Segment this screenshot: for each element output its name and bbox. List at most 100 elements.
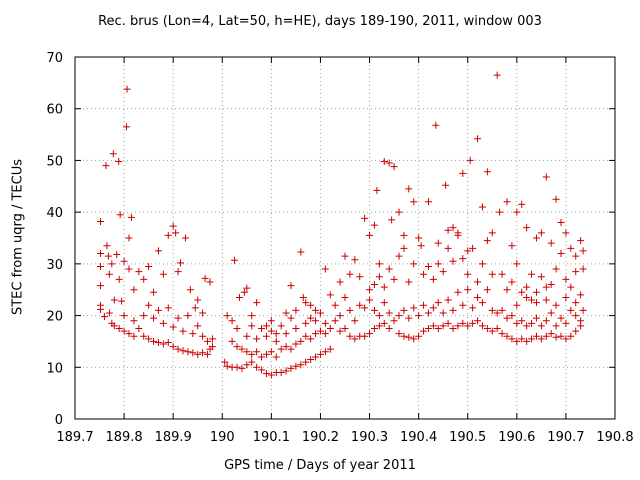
- data-point: [164, 304, 172, 312]
- data-point: [312, 306, 320, 314]
- data-point: [105, 270, 113, 278]
- data-point: [97, 250, 105, 258]
- data-point: [326, 325, 334, 332]
- data-point: [537, 335, 545, 343]
- data-point: [567, 306, 575, 314]
- data-point: [370, 306, 378, 314]
- data-point: [469, 319, 477, 327]
- data-point: [204, 337, 212, 345]
- data-point: [518, 288, 526, 296]
- data-point: [104, 252, 112, 260]
- data-point: [380, 283, 388, 291]
- data-point: [415, 332, 423, 340]
- data-point: [201, 274, 209, 282]
- data-point: [483, 286, 491, 294]
- data-point: [243, 348, 251, 356]
- data-point: [513, 260, 521, 268]
- data-point: [518, 200, 526, 208]
- data-point: [434, 299, 442, 307]
- data-point: [287, 364, 295, 372]
- data-point: [567, 332, 575, 340]
- y-tick-label: 50: [46, 154, 63, 169]
- data-point: [552, 301, 560, 309]
- data-point: [474, 135, 482, 143]
- data-point: [483, 168, 491, 176]
- data-point: [537, 229, 545, 237]
- data-point: [518, 317, 526, 325]
- data-point: [123, 123, 131, 131]
- data-point: [140, 332, 148, 340]
- data-point: [483, 237, 491, 245]
- data-point: [292, 306, 300, 314]
- data-point: [336, 327, 344, 335]
- data-point: [429, 304, 437, 312]
- x-tick-label: 190: [210, 430, 235, 445]
- data-point: [177, 259, 185, 267]
- data-point: [498, 306, 506, 314]
- data-point: [262, 350, 270, 358]
- data-point: [312, 317, 320, 325]
- data-point: [572, 268, 580, 276]
- data-point: [405, 333, 413, 341]
- data-point: [243, 361, 251, 369]
- x-tick-label: 190.5: [449, 430, 486, 445]
- data-point: [356, 273, 364, 281]
- data-point: [503, 286, 511, 294]
- data-point: [454, 322, 462, 330]
- data-point: [562, 293, 570, 301]
- data-point: [346, 332, 354, 340]
- data-point: [410, 198, 418, 206]
- data-point: [432, 121, 440, 129]
- data-point: [366, 330, 374, 338]
- data-point: [302, 319, 310, 327]
- data-point: [248, 358, 256, 366]
- data-point: [474, 317, 482, 325]
- data-point: [231, 256, 239, 264]
- data-point: [442, 181, 450, 189]
- data-point: [579, 265, 587, 273]
- data-point: [277, 322, 285, 330]
- data-point: [102, 162, 110, 170]
- data-point: [108, 260, 116, 268]
- data-point: [321, 319, 329, 327]
- data-point: [424, 262, 432, 270]
- data-point: [356, 301, 364, 309]
- data-point: [199, 349, 207, 357]
- data-point: [493, 325, 501, 332]
- data-point: [513, 319, 521, 327]
- data-point: [488, 327, 496, 335]
- data-point: [194, 296, 202, 304]
- data-point: [523, 322, 531, 330]
- data-point: [292, 325, 300, 332]
- data-point: [547, 281, 555, 289]
- data-point: [390, 163, 398, 171]
- data-point: [221, 358, 229, 366]
- data-point: [478, 203, 486, 211]
- data-point: [405, 278, 413, 286]
- data-point: [385, 309, 393, 317]
- data-point: [282, 330, 290, 338]
- data-point: [346, 306, 354, 314]
- data-point: [150, 314, 158, 322]
- data-point: [169, 343, 177, 351]
- data-point: [385, 325, 393, 332]
- data-point: [552, 333, 560, 341]
- data-point: [100, 313, 108, 321]
- data-point: [297, 361, 305, 369]
- y-tick-label: 10: [46, 361, 63, 376]
- data-point: [478, 260, 486, 268]
- data-point: [562, 229, 570, 237]
- data-point: [326, 345, 334, 353]
- data-point: [194, 350, 202, 358]
- x-tick-label: 189.9: [155, 430, 192, 445]
- data-point: [532, 299, 540, 307]
- data-point: [498, 330, 506, 338]
- data-point: [508, 242, 516, 250]
- data-point: [206, 278, 214, 286]
- data-point: [547, 309, 555, 317]
- data-point: [184, 312, 192, 320]
- data-point: [321, 348, 329, 356]
- data-point: [277, 345, 285, 353]
- data-point: [466, 156, 474, 164]
- data-point: [179, 347, 187, 355]
